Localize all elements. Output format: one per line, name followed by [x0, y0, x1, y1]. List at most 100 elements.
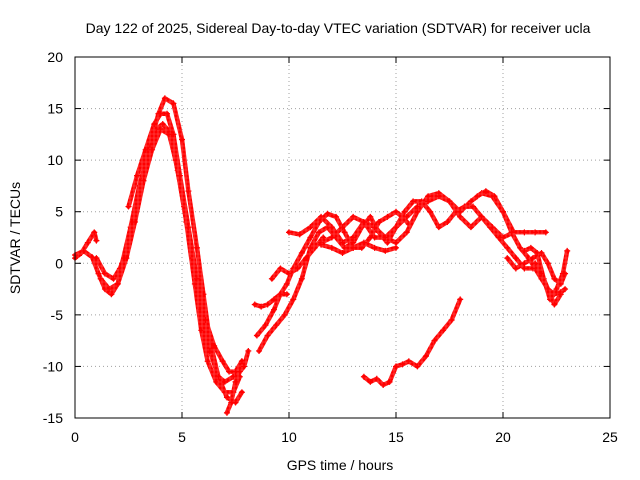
data-point-marker — [108, 291, 115, 298]
data-point-marker — [89, 254, 96, 261]
data-point-marker — [393, 224, 399, 231]
data-point-marker — [403, 213, 410, 220]
y-tick-label: -10 — [43, 358, 63, 374]
data-point-marker — [371, 244, 378, 251]
data-point-marker — [149, 146, 156, 153]
series-line — [252, 291, 290, 309]
data-point-marker — [339, 239, 346, 246]
data-point-marker — [529, 255, 536, 262]
data-point-marker — [228, 399, 235, 406]
data-point-marker — [193, 244, 200, 251]
y-tick-labels: -15 -10 -5 0 5 10 15 20 — [43, 49, 63, 426]
series-line — [98, 126, 245, 385]
data-point-marker — [350, 239, 357, 246]
series-arc-f — [223, 347, 252, 416]
data-point-marker — [403, 229, 410, 236]
data-point-marker — [500, 208, 506, 215]
data-point-marker — [123, 255, 130, 262]
x-tick-label: 10 — [281, 429, 297, 445]
data-point-marker — [521, 247, 528, 254]
data-point-marker — [264, 332, 271, 339]
grid-lines — [75, 57, 610, 418]
data-point-marker — [328, 224, 335, 231]
data-point-marker — [211, 342, 218, 349]
data-point-marker — [384, 213, 391, 220]
data-point-marker — [375, 219, 382, 226]
data-point-marker — [422, 353, 429, 360]
data-point-marker — [286, 270, 292, 277]
data-point-marker — [444, 219, 451, 226]
data-point-marker — [97, 275, 104, 282]
data-point-marker — [350, 234, 357, 241]
data-point-marker — [164, 110, 171, 117]
data-point-marker — [273, 322, 280, 329]
data-point-marker — [448, 317, 455, 324]
series-line — [224, 348, 251, 416]
data-point-marker — [84, 239, 91, 246]
data-point-marker — [425, 198, 432, 205]
data-point-marker — [221, 378, 228, 385]
data-point-marker — [431, 337, 438, 344]
data-point-marker — [467, 224, 474, 231]
data-point-marker — [161, 95, 168, 102]
data-point-marker — [101, 270, 108, 277]
data-point-marker — [534, 249, 541, 256]
data-point-marker — [277, 291, 284, 298]
data-point-marker — [482, 188, 489, 195]
series-line — [126, 111, 245, 374]
data-point-marker — [283, 280, 290, 287]
data-point-marker — [157, 126, 164, 133]
data-point-marker — [371, 234, 378, 241]
data-point-marker — [457, 208, 464, 215]
data-point-marker — [142, 146, 149, 153]
x-axis-label: GPS time / hours — [287, 457, 394, 473]
data-point-marker — [298, 249, 305, 256]
data-point-marker — [219, 358, 226, 365]
data-point-marker — [521, 229, 528, 236]
data-point-marker — [253, 332, 260, 339]
data-point-marker — [435, 193, 442, 200]
data-point-marker — [521, 260, 528, 267]
data-point-marker — [290, 296, 297, 303]
data-point-marker — [517, 244, 524, 251]
data-point-marker — [435, 224, 442, 231]
series-line — [286, 190, 516, 245]
data-point-marker — [176, 172, 183, 179]
data-point-marker — [504, 255, 511, 262]
data-point-marker — [382, 234, 389, 241]
y-tick-label: -5 — [51, 307, 64, 323]
data-point-marker — [512, 265, 519, 272]
data-point-marker — [457, 296, 464, 303]
data-point-marker — [324, 210, 331, 217]
data-point-marker — [93, 237, 100, 244]
data-point-marker — [551, 301, 558, 308]
data-point-marker — [350, 213, 357, 220]
data-point-marker — [131, 219, 138, 226]
series-arc-q — [532, 260, 564, 308]
y-tick-label: 20 — [47, 49, 63, 65]
data-point-marker — [328, 234, 335, 241]
data-point-marker — [215, 373, 222, 380]
data-point-marker — [179, 136, 185, 143]
data-point-marker — [318, 213, 325, 220]
data-point-marker — [427, 208, 434, 215]
y-tick-label: 15 — [47, 101, 63, 117]
data-point-marker — [286, 229, 292, 236]
data-point-marker — [386, 378, 393, 385]
data-point-marker — [281, 311, 288, 318]
data-point-marker — [223, 409, 230, 416]
data-point-marker — [294, 265, 301, 272]
data-point-marker — [232, 378, 239, 385]
data-point-marker — [414, 363, 421, 370]
y-axis-label: SDTVAR / TECUs — [7, 182, 23, 294]
data-point-marker — [410, 198, 417, 205]
data-point-marker — [405, 358, 412, 365]
data-point-marker — [298, 275, 305, 282]
data-point-marker — [538, 270, 545, 277]
data-point-marker — [512, 255, 519, 262]
data-point-marker — [467, 198, 474, 205]
data-point-marker — [478, 213, 485, 220]
data-point-marker — [125, 203, 132, 210]
data-point-marker — [159, 121, 166, 128]
data-point-marker — [491, 193, 498, 200]
